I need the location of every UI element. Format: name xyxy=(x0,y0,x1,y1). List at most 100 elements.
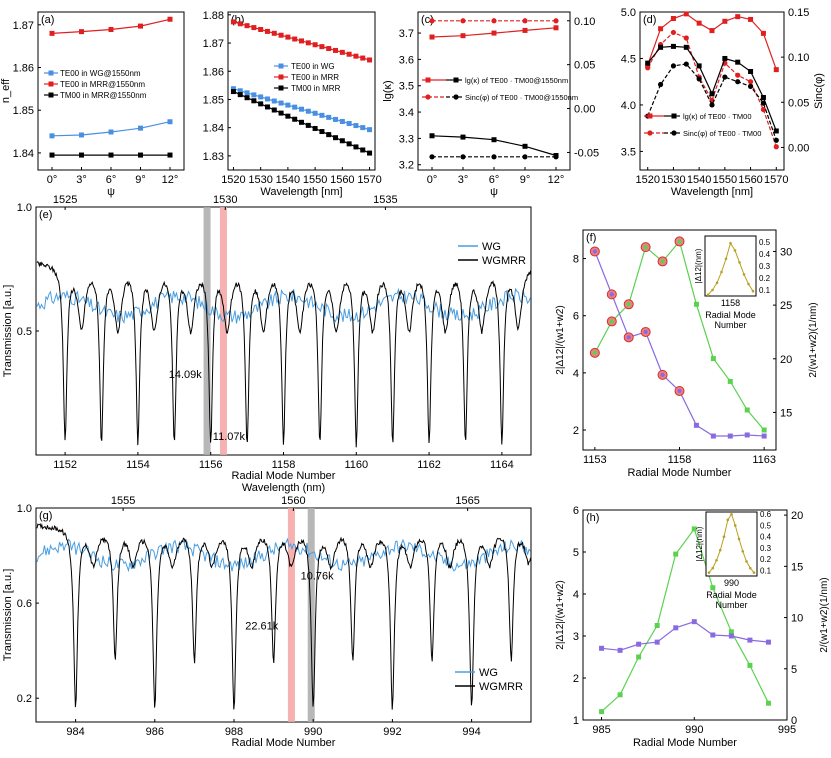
series-1-point xyxy=(346,51,352,57)
x-tick-label: 3° xyxy=(458,174,469,186)
x-tick-label: 1158 xyxy=(668,454,692,466)
y-tick-label: 1 xyxy=(573,715,579,727)
series-3-point xyxy=(760,100,767,106)
inset-point xyxy=(752,571,756,574)
series-0-point xyxy=(761,427,767,433)
inset-y-tick-label: 0.2 xyxy=(759,274,771,283)
y-tick-label: 3.6 xyxy=(399,54,414,66)
y-axis-label-right: 2/(w1+w2)(1/nm) xyxy=(808,302,819,377)
x-tick-label: 1162 xyxy=(417,459,441,471)
series-2-point xyxy=(491,137,497,143)
series-2-point xyxy=(748,68,754,74)
series-0-point xyxy=(693,301,699,307)
y-tick-label: 5 xyxy=(791,664,797,676)
legend-entry: TE00 in MRR@1550nm xyxy=(60,80,145,89)
series-2-point xyxy=(278,110,284,116)
top-x-tick-label: 1560 xyxy=(281,495,305,507)
legend-marker xyxy=(48,70,54,76)
axes-frame xyxy=(582,509,788,721)
series-1-point xyxy=(654,639,660,645)
series-0-point xyxy=(728,629,734,635)
legend-entry: TM00 in MRR@1550nm xyxy=(60,91,147,100)
series-0-point xyxy=(230,86,236,92)
series-2-point xyxy=(312,125,318,131)
y-tick-label: 1.83 xyxy=(203,151,224,163)
top-x-tick-label: 1555 xyxy=(111,495,135,507)
series-2-point xyxy=(271,107,277,113)
x-tick-label: 1570 xyxy=(764,174,788,186)
y-tick-label: 0.05 xyxy=(788,97,809,109)
y-tick-label: -0.05 xyxy=(574,147,599,159)
series-1-point xyxy=(693,422,699,428)
y-tick-label: 0 xyxy=(791,715,797,727)
x-tick-label: 988 xyxy=(225,726,243,738)
x-tick-label: 9° xyxy=(520,174,531,186)
series-1-point xyxy=(691,619,697,625)
y-tick-label: 20 xyxy=(791,510,803,522)
series-0-point xyxy=(346,121,352,127)
y-tick-label: 1.87 xyxy=(13,20,34,32)
y-tick-label: 25 xyxy=(780,300,792,312)
series-1-point xyxy=(305,40,311,46)
inset-point xyxy=(707,571,711,574)
legend-marker xyxy=(671,130,677,136)
series-1-point xyxy=(645,65,651,71)
x-tick-label: 12° xyxy=(548,174,565,186)
panel-g: (g) 984 986 988 990 992 994 0.2 0.6 1.0 1555 1560 15… xyxy=(2,495,532,749)
series-2-point xyxy=(299,119,304,125)
series-1-point xyxy=(333,47,339,53)
y-tick-label: 0.00 xyxy=(574,104,595,116)
y-tick-label: 3 xyxy=(573,631,579,643)
x-tick-label: 990 xyxy=(685,724,703,736)
legend-marker xyxy=(278,74,284,80)
series-0-point xyxy=(660,259,665,264)
series-0-point xyxy=(773,67,779,73)
series-0-point xyxy=(691,526,697,532)
series-2-point xyxy=(353,144,359,150)
series-1-point xyxy=(670,29,677,36)
inset-point xyxy=(747,282,750,286)
series-0-point xyxy=(696,20,702,26)
series-0-point xyxy=(683,11,689,17)
series-1-point xyxy=(592,249,598,254)
series-0-point xyxy=(312,110,318,116)
x-tick-label: 992 xyxy=(383,726,401,738)
x-tick-label: 0° xyxy=(427,174,438,186)
series-2-point xyxy=(326,132,332,138)
series-1-point xyxy=(292,36,298,42)
inset-y-tick-label: 0.4 xyxy=(759,250,771,259)
series-3-point xyxy=(670,63,677,69)
y-tick-label: 4.5 xyxy=(621,53,636,65)
inset-point xyxy=(706,293,710,297)
x-tick-label: 995 xyxy=(778,724,796,736)
series-2-point xyxy=(258,101,264,107)
legend-marker xyxy=(647,113,653,119)
series-1-point xyxy=(326,46,332,52)
x-tick-label: 0° xyxy=(47,174,58,186)
panel-label: (a) xyxy=(41,14,54,26)
series-0-point xyxy=(735,14,741,20)
series-0-point xyxy=(264,96,270,102)
inset-point xyxy=(751,289,755,293)
y-tick-label: 0.10 xyxy=(574,16,595,28)
series-1-point xyxy=(636,641,642,647)
x-tick-label: 12° xyxy=(162,174,179,186)
y-tick-label: 3.4 xyxy=(399,107,414,119)
y-axis-label: n_eff xyxy=(0,78,12,103)
y-tick-label: 4.0 xyxy=(621,100,636,112)
series-1-point xyxy=(617,647,623,653)
series-0-point xyxy=(108,129,114,135)
inset-x-label: Radial Mode xyxy=(705,310,756,320)
series-2-point xyxy=(237,92,243,98)
inset-point xyxy=(718,548,722,552)
series-3-point xyxy=(683,61,689,67)
inset: 0.1 0.2 0.3 0.4 0.5 1158 |Δ12|(nm) Radial ModeN… xyxy=(694,235,771,330)
x-tick-label: 1550 xyxy=(713,174,737,186)
x-axis-label: Radial Mode Number xyxy=(628,467,732,479)
series-1-point xyxy=(167,16,173,22)
y-tick-label: 0.05 xyxy=(574,60,595,72)
series-0-point xyxy=(258,94,264,100)
series-0-point xyxy=(285,102,291,108)
series-2-point xyxy=(658,44,664,50)
series-1-point xyxy=(626,335,631,340)
